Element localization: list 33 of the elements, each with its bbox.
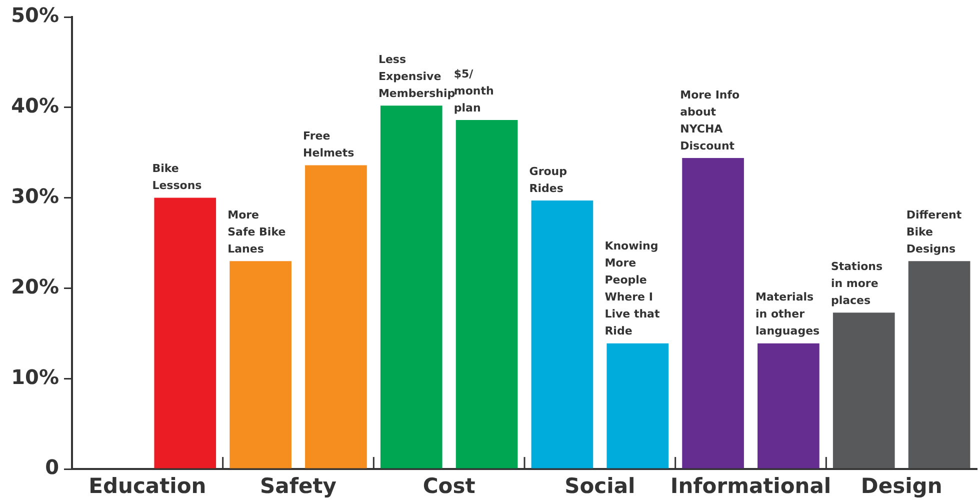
text: Safety <box>260 474 337 498</box>
x-tick-label: Knowing More People Where I Live that Ride <box>604 240 660 338</box>
bar <box>531 200 594 468</box>
bar <box>832 312 895 468</box>
bar <box>908 261 970 468</box>
bar <box>154 198 216 468</box>
bar <box>758 343 820 468</box>
x-tick-label: Different Bike Designs <box>906 208 962 256</box>
text: Informational <box>670 474 832 498</box>
bar <box>682 158 744 468</box>
text: Education <box>88 474 206 498</box>
bar <box>606 343 669 468</box>
text: Social <box>564 474 636 498</box>
y-tick-label: 50% <box>11 3 59 28</box>
x-tick-label: Bike Lessons <box>152 162 202 192</box>
y-tick-label: 20% <box>11 274 59 298</box>
y-tick-label: 10% <box>11 364 59 389</box>
bar <box>380 106 442 468</box>
y-tick-label: 30% <box>11 184 59 208</box>
x-tick-label: More Safe Bike Lanes <box>228 208 286 256</box>
x-tick-label: More Info about NYCHA Discount <box>680 88 740 152</box>
y-tick-label: 0 <box>45 455 59 480</box>
x-tick-label: Free Helmets <box>303 130 355 160</box>
bar <box>305 165 367 468</box>
x-tick-label: Stations in more places <box>830 260 883 307</box>
text: Cost <box>422 474 476 498</box>
bar <box>456 120 518 468</box>
y-tick-label: 40% <box>11 94 59 118</box>
bar <box>230 261 292 468</box>
x-tick-label: Materials in other languages <box>756 290 820 338</box>
x-tick-label: Group Rides <box>529 164 568 195</box>
x-tick-label: $5/ month plan <box>454 67 494 114</box>
text: Design <box>860 474 942 498</box>
